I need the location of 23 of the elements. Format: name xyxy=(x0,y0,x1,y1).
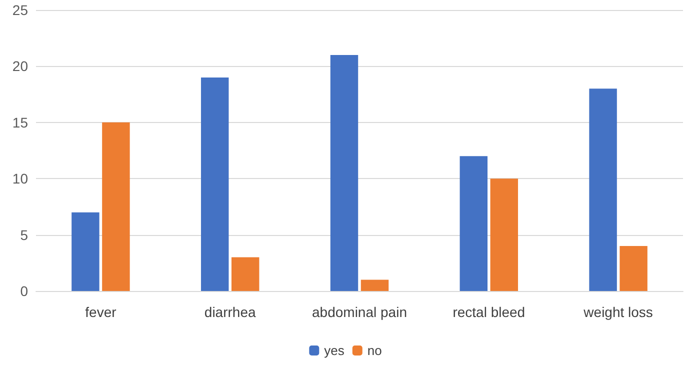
bar xyxy=(102,122,130,291)
y-tick-label: 25 xyxy=(12,2,28,18)
bar xyxy=(231,257,260,291)
x-tick-label: fever xyxy=(85,304,117,320)
bar xyxy=(620,246,648,291)
bar xyxy=(200,77,229,291)
y-tick-label: 20 xyxy=(12,58,28,74)
bar xyxy=(490,178,518,291)
y-tick-label: 0 xyxy=(20,283,28,299)
bar xyxy=(360,280,389,291)
bar xyxy=(589,88,617,291)
bar xyxy=(460,156,488,291)
bar xyxy=(330,54,358,291)
x-tick-label: abdominal pain xyxy=(312,304,407,320)
x-tick-label: diarrhea xyxy=(204,304,256,320)
y-tick-label: 10 xyxy=(12,170,28,187)
x-tick-label: weight loss xyxy=(582,304,653,320)
legend-label: yes xyxy=(324,343,345,358)
y-tick-label: 15 xyxy=(12,114,28,130)
bar xyxy=(72,212,100,291)
y-tick-label: 5 xyxy=(20,226,28,243)
legend-label: no xyxy=(367,343,382,358)
x-tick-label: rectal bleed xyxy=(452,304,526,320)
